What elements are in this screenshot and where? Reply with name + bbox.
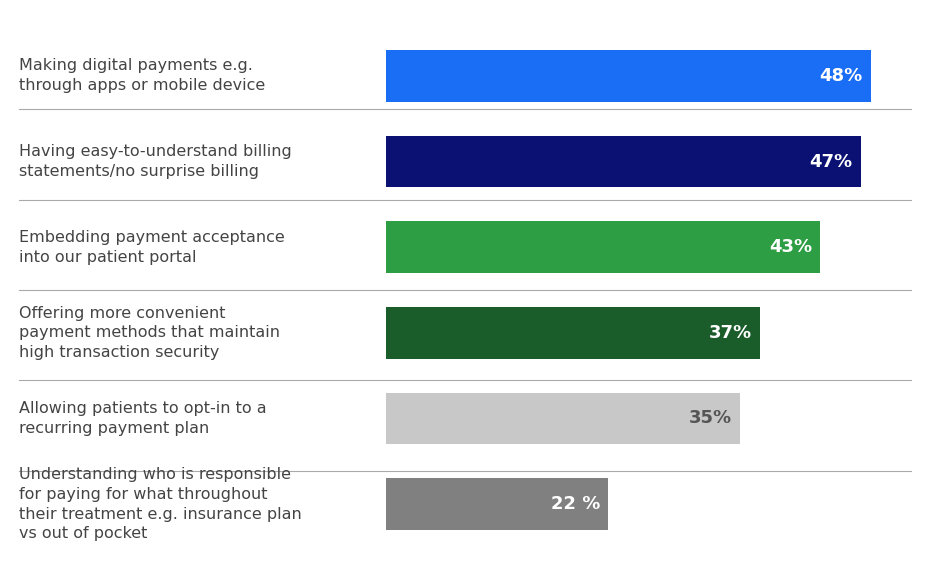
Text: 48%: 48% <box>819 67 863 85</box>
Text: Understanding who is responsible
for paying for what throughout
their treatment : Understanding who is responsible for pay… <box>19 467 301 541</box>
Text: Allowing patients to opt-in to a
recurring payment plan: Allowing patients to opt-in to a recurri… <box>19 401 266 436</box>
Bar <box>386 222 820 273</box>
Text: 47%: 47% <box>810 153 853 171</box>
Text: Offering more convenient
payment methods that maintain
high transaction security: Offering more convenient payment methods… <box>19 306 280 360</box>
Bar <box>386 50 871 102</box>
Text: 35%: 35% <box>688 409 732 427</box>
Bar <box>386 307 760 358</box>
Bar <box>386 136 861 187</box>
Text: 43%: 43% <box>769 238 813 256</box>
Text: Making digital payments e.g.
through apps or mobile device: Making digital payments e.g. through app… <box>19 59 265 93</box>
Text: Embedding payment acceptance
into our patient portal: Embedding payment acceptance into our pa… <box>19 230 285 264</box>
Text: Having easy-to-understand billing
statements/no surprise billing: Having easy-to-understand billing statem… <box>19 144 291 179</box>
Text: 37%: 37% <box>709 324 751 342</box>
Bar <box>386 393 739 444</box>
Text: 22 %: 22 % <box>551 495 600 513</box>
Bar <box>386 478 608 530</box>
